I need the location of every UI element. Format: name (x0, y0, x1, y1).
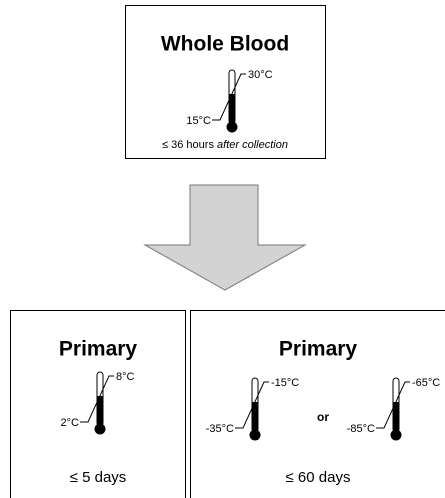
box-title: Whole Blood (161, 33, 289, 56)
high-temp: 30°C (248, 69, 273, 81)
range-line (235, 381, 269, 429)
thermometer-fill (252, 402, 258, 432)
thermometer-fill (229, 94, 235, 124)
thermometer-fill (97, 396, 103, 426)
high-temp: 8°C (116, 371, 135, 383)
high-temp: -65°C (412, 377, 440, 389)
down-arrow (143, 184, 307, 291)
duration: ≤ 5 days (70, 469, 127, 486)
box-title: Primary (59, 338, 138, 361)
range-line (376, 381, 410, 429)
separator: or (317, 410, 329, 424)
range-line (80, 375, 114, 423)
duration: ≤ 36 hours after collection (162, 139, 288, 151)
thermometer-bulb (249, 429, 261, 441)
box-title: Primary (279, 338, 358, 361)
duration-note: after collection (217, 139, 288, 151)
thermometer-bulb (94, 423, 106, 435)
low-temp: -85°C (347, 423, 375, 435)
high-temp: -15°C (271, 377, 299, 389)
thermometers: 30°C 15°C 8°C 2°C -15°C -35°C -65°C -85°C (61, 69, 440, 441)
low-temp: 2°C (61, 417, 80, 429)
whole-blood-box (125, 5, 326, 159)
duration-text: ≤ 36 hours (162, 139, 214, 151)
duration: ≤ 60 days (286, 469, 351, 486)
thermometer-fill (393, 402, 399, 432)
range-line (212, 73, 246, 121)
primary-box (190, 310, 445, 498)
thermometer-bulb (390, 429, 402, 441)
thermometer-bulb (226, 121, 238, 133)
low-temp: 15°C (186, 115, 211, 127)
low-temp: -35°C (206, 423, 234, 435)
